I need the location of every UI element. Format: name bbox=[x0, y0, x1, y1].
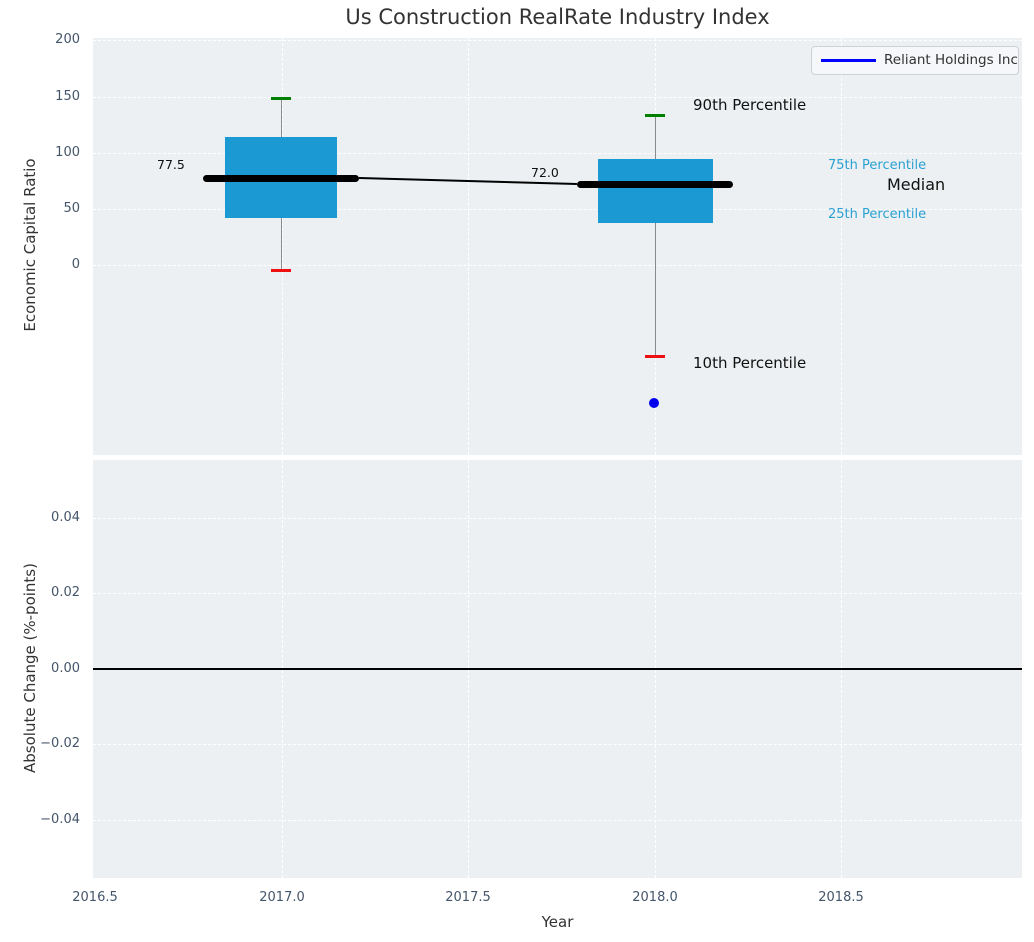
legend-line-swatch bbox=[821, 59, 876, 62]
gridline-h-n004 bbox=[93, 820, 1022, 821]
ytick-150: 150 bbox=[55, 89, 80, 104]
p25-annotation: 25th Percentile bbox=[828, 207, 927, 222]
gridline-v-2018-5 bbox=[841, 38, 842, 455]
gridline-h-50 bbox=[93, 209, 1022, 210]
median-value-label-2018: 72.0 bbox=[531, 165, 559, 180]
xtick-2018-5: 2018.5 bbox=[818, 890, 864, 905]
bottom-axes bbox=[93, 460, 1022, 878]
p10-cap-2017 bbox=[271, 269, 291, 272]
xtick-2018-0: 2018.0 bbox=[632, 890, 678, 905]
xtick-2017-5: 2017.5 bbox=[445, 890, 491, 905]
top-axes: 77.5 72.0 90th Percentile 10th Percentil… bbox=[93, 38, 1022, 455]
ytick-000: 0.00 bbox=[51, 661, 80, 676]
ytick-004: 0.04 bbox=[51, 510, 80, 525]
legend-label: Reliant Holdings Inc bbox=[884, 52, 1018, 68]
gridline-v-2017 bbox=[282, 38, 283, 455]
p90-cap-2018 bbox=[645, 114, 665, 117]
gridline-v-2017-5 bbox=[468, 38, 469, 455]
p90-cap-2017 bbox=[271, 97, 291, 100]
median-line-2018 bbox=[577, 181, 733, 188]
median-annotation: Median bbox=[887, 175, 946, 194]
bottom-y-axis-label: Absolute Change (%-points) bbox=[21, 563, 39, 773]
chart-title: Us Construction RealRate Industry Index bbox=[345, 5, 770, 29]
gridline-h-n002 bbox=[93, 744, 1022, 745]
ytick-200: 200 bbox=[55, 32, 80, 47]
p10-annotation: 10th Percentile bbox=[693, 354, 807, 372]
iqr-box-2018 bbox=[598, 159, 713, 223]
ytick-002: 0.02 bbox=[51, 585, 80, 600]
p90-annotation: 90th Percentile bbox=[693, 96, 807, 114]
top-y-axis-label: Economic Capital Ratio bbox=[21, 158, 39, 332]
gridline-h-0 bbox=[93, 265, 1022, 266]
ytick-n002: −0.02 bbox=[40, 736, 80, 751]
ytick-100: 100 bbox=[55, 145, 80, 160]
gridline-h-004 bbox=[93, 518, 1022, 519]
xtick-2016-5: 2016.5 bbox=[72, 890, 118, 905]
x-axis-label: Year bbox=[541, 913, 574, 931]
median-line-2017 bbox=[203, 175, 359, 182]
p10-cap-2018 bbox=[645, 355, 665, 358]
ytick-n004: −0.04 bbox=[40, 812, 80, 827]
median-value-label-2017: 77.5 bbox=[157, 157, 185, 172]
ytick-0: 0 bbox=[71, 257, 80, 272]
gridline-h-002 bbox=[93, 593, 1022, 594]
legend: Reliant Holdings Inc bbox=[811, 46, 1019, 75]
gridline-h-200 bbox=[93, 40, 1022, 41]
ytick-50: 50 bbox=[63, 201, 80, 216]
p75-annotation: 75th Percentile bbox=[828, 158, 927, 173]
zero-line bbox=[93, 668, 1022, 670]
xtick-2017-0: 2017.0 bbox=[259, 890, 305, 905]
gridline-h-150 bbox=[93, 97, 1022, 98]
company-data-point bbox=[649, 398, 659, 408]
gridline-h-100 bbox=[93, 153, 1022, 154]
whisker-2018 bbox=[655, 115, 656, 355]
